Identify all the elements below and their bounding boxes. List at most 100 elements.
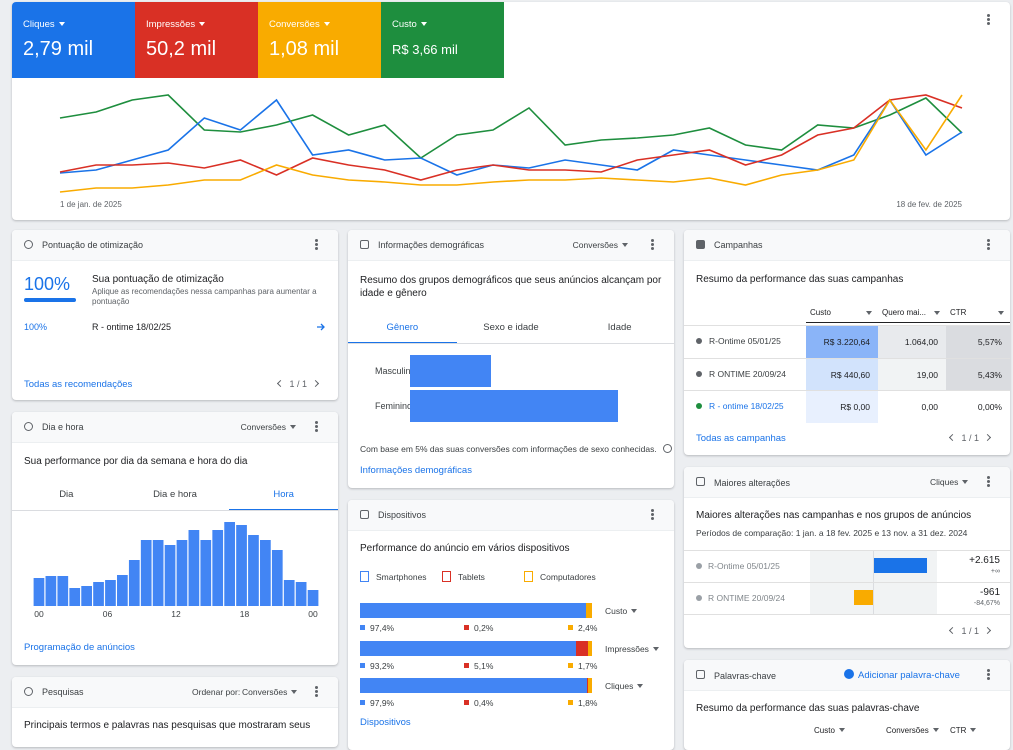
menu[interactable] (987, 669, 990, 672)
link[interactable]: Dispositivos (360, 717, 411, 728)
legend-swatch (360, 571, 369, 582)
cell-value: 0,00 (921, 402, 938, 412)
metric-label: Custo (392, 19, 427, 30)
campaign-name[interactable]: R ONTIME 20/09/24 (708, 593, 785, 603)
bar (260, 540, 271, 606)
column-header[interactable]: Custo (814, 726, 845, 735)
cell: 5,57% (946, 326, 1010, 358)
metric-select[interactable]: Conversões (573, 240, 628, 250)
column-header[interactable]: CTR (950, 726, 976, 735)
x-tick-label: 00 (303, 609, 323, 619)
bar (141, 540, 152, 606)
bar (410, 355, 491, 387)
tab[interactable]: Idade (565, 322, 674, 333)
legend-swatch (464, 625, 469, 630)
metric-value: 1,08 mil (269, 38, 339, 61)
pagination[interactable]: 1 / 1 (944, 626, 996, 636)
legend-swatch (568, 700, 573, 705)
metric-select[interactable]: Custo (605, 606, 637, 616)
legend-swatch (464, 663, 469, 668)
bar (129, 560, 140, 606)
cell: 19,00 (878, 359, 946, 391)
bar (410, 390, 618, 422)
legend-swatch (568, 625, 573, 630)
campaign-name[interactable]: R - ontime 18/02/25 (709, 401, 784, 411)
summary-card: 1 de jan. de 2025 18 de fev. de 2025 Cli… (12, 2, 1010, 220)
menu[interactable] (987, 239, 990, 242)
bar (874, 558, 927, 573)
column-header[interactable]: Custo (810, 308, 874, 317)
card-title: Maiores alterações (714, 478, 790, 488)
pagination[interactable]: 1 / 1 (944, 433, 996, 443)
metric-select[interactable]: Cliques (930, 477, 968, 487)
menu[interactable] (315, 239, 318, 242)
sort-select[interactable]: Conversões (242, 687, 297, 697)
optimization-card: Pontuação de otimização 100% Sua pontuaç… (12, 230, 338, 400)
column-header[interactable]: Quero mai... (882, 308, 942, 317)
bar (189, 530, 200, 606)
bar-segment (576, 641, 588, 656)
cell-value: 5,57% (978, 337, 1002, 347)
legend-swatch (464, 700, 469, 705)
link[interactable]: Todas as campanhas (696, 433, 786, 444)
bar (81, 586, 92, 606)
score-bar (24, 298, 76, 302)
card-title: Campanhas (714, 240, 763, 250)
value-label: 1,8% (578, 698, 597, 708)
bar (34, 578, 45, 606)
tab[interactable]: Gênero (348, 322, 457, 333)
menu[interactable] (315, 686, 318, 689)
metric-select[interactable]: Cliques (605, 681, 643, 691)
bar (272, 550, 283, 606)
tab[interactable]: Sexo e idade (457, 322, 566, 333)
card-title: Dispositivos (378, 510, 426, 520)
value-label: +2.615 (969, 555, 1000, 566)
add-keyword[interactable]: Adicionar palavra-chave (858, 670, 960, 681)
bar-segment (588, 641, 592, 656)
sort-arrow (934, 311, 940, 318)
link[interactable]: Programação de anúncios (24, 642, 135, 653)
bar-segment (586, 603, 592, 618)
campaign-name[interactable]: R-Ontime 05/01/25 (709, 336, 781, 346)
menu[interactable] (987, 476, 990, 479)
cell: 1.064,00 (878, 326, 946, 358)
bar-segment (360, 603, 586, 618)
heading: Resumo dos grupos demográficos que seus … (360, 274, 665, 300)
menu[interactable] (651, 509, 654, 512)
menu[interactable] (651, 239, 654, 242)
value-label: 97,9% (370, 698, 394, 708)
heading: Sua pontuação de otimização (92, 274, 224, 285)
help-icon[interactable] (663, 444, 672, 453)
trend-line (60, 95, 962, 192)
change-label: +∞ (991, 568, 1000, 575)
arrow[interactable] (316, 322, 326, 332)
legend-swatch (360, 700, 365, 705)
tab[interactable]: Hora (229, 489, 338, 500)
bar (177, 540, 188, 606)
metric-select[interactable]: Conversões (241, 422, 296, 432)
score: 100% (24, 274, 70, 295)
menu[interactable] (315, 421, 318, 424)
legend-label: Smartphones (376, 572, 427, 582)
icon (24, 687, 33, 696)
link[interactable]: Informações demográficas (360, 465, 472, 476)
tab[interactable]: Dia e hora (121, 489, 230, 500)
add-icon[interactable] (844, 669, 854, 679)
column-header[interactable]: Conversões (886, 726, 939, 735)
metric-select[interactable]: Impressões (605, 644, 659, 654)
link[interactable]: Todas as recomendações (24, 379, 132, 390)
cell-value: 19,00 (917, 370, 938, 380)
bar-segment (588, 678, 592, 693)
campaign-name[interactable]: R ONTIME 20/09/24 (709, 369, 786, 379)
icon (696, 240, 705, 249)
item-campaign[interactable]: R - ontime 18/02/25 (92, 322, 171, 332)
campaign-name[interactable]: R-Ontime 05/01/25 (708, 561, 780, 571)
icon (360, 240, 369, 249)
tab[interactable]: Dia (12, 489, 121, 500)
pagination[interactable]: 1 / 1 (272, 379, 324, 389)
legend-swatch (442, 571, 451, 582)
